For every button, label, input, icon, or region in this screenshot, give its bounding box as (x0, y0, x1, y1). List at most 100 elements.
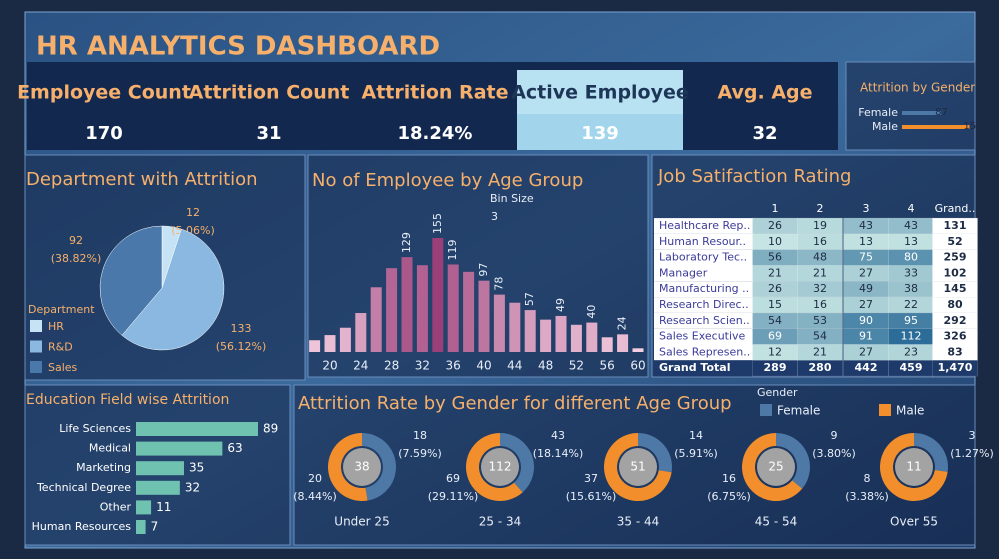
bar (386, 268, 398, 352)
legend-label: HR (48, 320, 64, 333)
cell: 95 (904, 314, 918, 327)
legend-label: Female (777, 404, 820, 418)
cell: 21 (813, 266, 827, 279)
cell: 26 (768, 282, 782, 295)
donut-total: 25 (768, 460, 783, 474)
row-label: Research Direc.. (659, 298, 749, 311)
bar (339, 327, 351, 352)
kpi-label: Employee Count (17, 82, 191, 104)
cell: 131 (944, 219, 967, 232)
cell: 289 (764, 361, 787, 374)
percent-label: (3.80%) (812, 447, 856, 460)
cell: 54 (768, 314, 782, 327)
kpi-value: 31 (256, 123, 281, 144)
row-bg (654, 218, 754, 234)
value-label: 119 (446, 239, 459, 260)
cell: 54 (813, 330, 827, 343)
value-label: 37 (584, 472, 598, 485)
panel (845, 61, 976, 151)
percent-label: (1.27%) (950, 447, 994, 460)
donut-total: 51 (630, 460, 645, 474)
cell: 27 (859, 298, 873, 311)
bar (447, 264, 459, 352)
cell-bg (797, 312, 843, 329)
cell: 43 (904, 219, 918, 232)
bar-label: Technical Degree (36, 481, 131, 494)
value-label: 11 (156, 500, 171, 514)
column-header: 3 (863, 202, 870, 215)
cell: 16 (813, 298, 827, 311)
percent-label: (8.44%) (293, 490, 337, 503)
cell: 13 (904, 235, 918, 248)
value-label: 97 (477, 263, 490, 277)
percent-label: (29.11%) (428, 490, 479, 503)
x-tick-label: 36 (446, 359, 461, 373)
bar (136, 520, 146, 534)
cell: 26 (768, 219, 782, 232)
cell-bg (932, 360, 978, 377)
bar (570, 324, 582, 352)
bar-label: Life Sciences (59, 422, 131, 435)
x-tick-label: 56 (600, 359, 615, 373)
cell: 75 (859, 251, 873, 264)
row-bg (654, 265, 754, 282)
row-bg (654, 297, 754, 313)
chart-title: Department with Attrition (26, 169, 258, 190)
column-header: 2 (817, 202, 824, 215)
kpi-highlight (517, 70, 683, 114)
value-label: 87 (935, 107, 948, 118)
cell-bg (797, 281, 843, 298)
value-label: 12 (186, 206, 200, 219)
bar (401, 257, 413, 352)
bar (540, 319, 552, 352)
legend-label: R&D (48, 341, 73, 354)
bar (324, 335, 336, 352)
donut-center (895, 448, 933, 486)
kpi-label: Attrition Rate (362, 82, 509, 104)
bar (355, 313, 367, 352)
row-bg (654, 344, 754, 361)
bar (524, 310, 536, 352)
kpi-value: 170 (85, 123, 123, 144)
row-label: Sales Executive (659, 330, 746, 343)
value-label: 150 (964, 121, 983, 132)
cell: 145 (944, 282, 967, 295)
donut-center (343, 448, 381, 486)
cell: 52 (947, 235, 962, 248)
kpi-label: Active Employee (511, 82, 689, 104)
row-label: Sales Represen.. (659, 345, 750, 358)
row-label: Healthcare Rep.. (659, 219, 750, 232)
cell: 442 (855, 361, 878, 374)
bar-label: Female (858, 106, 898, 119)
table-title: Job Satifaction Rating (657, 166, 851, 187)
value-label: 16 (722, 472, 736, 485)
percent-label: (56.12%) (216, 340, 267, 353)
kpi-value: 32 (752, 123, 777, 144)
bar (902, 125, 970, 129)
donut-slice (776, 433, 810, 489)
x-tick-label: 52 (569, 359, 584, 373)
cell: 56 (768, 251, 782, 264)
bar (370, 287, 382, 352)
legend-title: Gender (757, 386, 798, 399)
bar (136, 480, 180, 495)
dashboard-title: HR ANALYTICS DASHBOARD (36, 32, 440, 62)
chart-title: Attrition Rate by Gender for different A… (298, 393, 732, 414)
x-tick-label: 44 (507, 359, 522, 373)
donut-slice (638, 433, 672, 473)
legend-swatch (30, 361, 42, 373)
category-label: 45 - 54 (755, 515, 798, 529)
row-label: Grand Total (659, 361, 730, 374)
legend-label: Sales (48, 361, 78, 374)
bar (463, 271, 475, 352)
x-tick-label: 48 (538, 359, 553, 373)
value-label: 43 (551, 429, 565, 442)
bar-label: Medical (89, 442, 131, 455)
category-label: Over 55 (890, 515, 938, 529)
donut-slice (500, 433, 534, 493)
bar (586, 322, 598, 352)
value-label: 9 (831, 429, 838, 442)
cell: 13 (859, 235, 873, 248)
row-label: Manufacturing .. (659, 282, 749, 295)
legend-swatch (879, 404, 891, 416)
